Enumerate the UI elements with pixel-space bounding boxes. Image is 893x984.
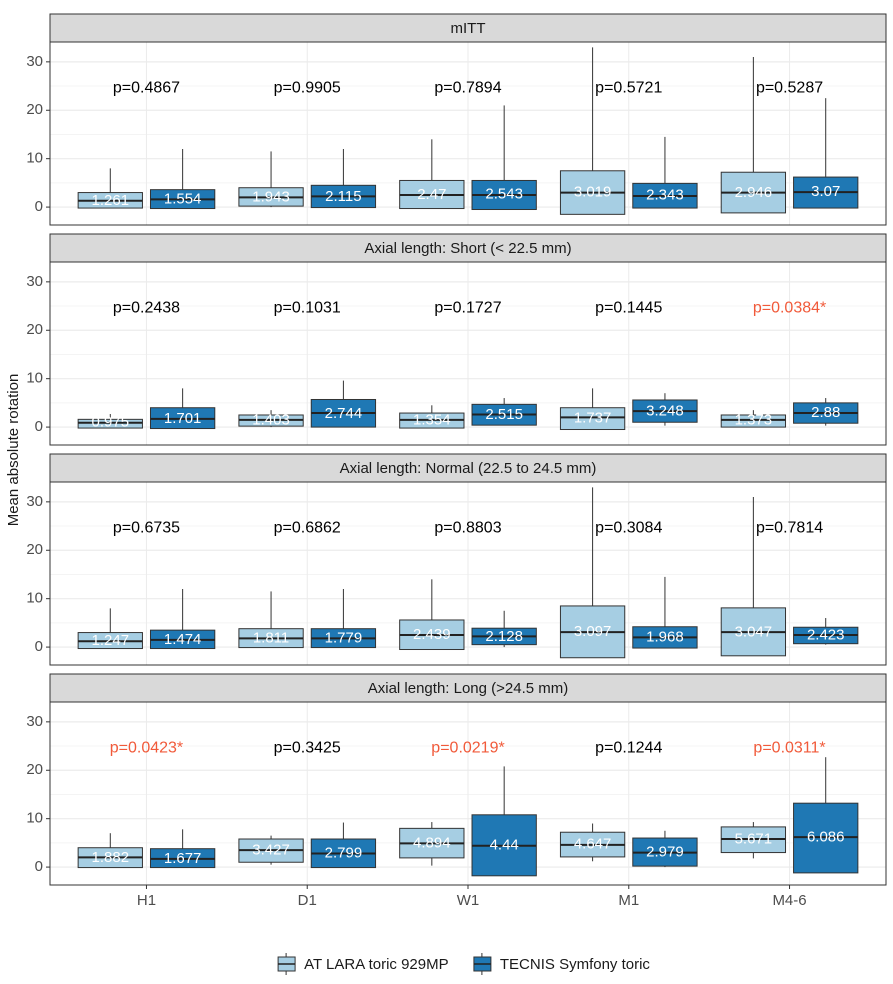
strip-title: Axial length: Short (< 22.5 mm) bbox=[364, 240, 571, 257]
legend-label: TECNIS Symfony toric bbox=[500, 956, 651, 973]
mean-label: 2.744 bbox=[325, 405, 363, 422]
p-value: p=0.7894 bbox=[434, 80, 501, 97]
y-tick-label: 10 bbox=[26, 370, 43, 387]
p-value: p=0.1244 bbox=[595, 740, 662, 757]
p-value: p=0.7814 bbox=[756, 520, 823, 537]
mean-label: 3.427 bbox=[252, 841, 290, 858]
p-value: p=0.3084 bbox=[595, 520, 662, 537]
y-tick-label: 0 bbox=[35, 638, 43, 655]
p-value: p=0.0423* bbox=[110, 740, 183, 757]
mean-label: 1.943 bbox=[252, 189, 290, 206]
box bbox=[720, 414, 787, 428]
mean-label: 1.474 bbox=[164, 631, 202, 648]
mean-label: 1.811 bbox=[253, 629, 289, 646]
p-value: p=0.5721 bbox=[595, 80, 662, 97]
y-tick-label: 10 bbox=[26, 810, 43, 827]
strip-title: Axial length: Normal (22.5 to 24.5 mm) bbox=[340, 460, 597, 477]
mean-label: 1.354 bbox=[413, 412, 451, 429]
mean-label: 1.261 bbox=[92, 192, 130, 209]
y-tick-label: 0 bbox=[35, 418, 43, 435]
box bbox=[559, 407, 626, 431]
x-tick-label: W1 bbox=[457, 892, 480, 909]
p-value: p=0.8803 bbox=[434, 520, 501, 537]
p-value: p=0.5287 bbox=[756, 80, 823, 97]
p-value: p=0.0384* bbox=[753, 300, 826, 317]
mean-label: 2.88 bbox=[811, 404, 840, 421]
strip bbox=[49, 13, 887, 43]
p-value: p=0.4867 bbox=[113, 80, 180, 97]
mean-label: 2.799 bbox=[325, 845, 363, 862]
mean-label: 5.671 bbox=[735, 831, 773, 848]
x-tick-label: H1 bbox=[137, 892, 156, 909]
y-tick-label: 30 bbox=[26, 53, 43, 70]
p-value: p=0.1445 bbox=[595, 300, 662, 317]
mean-label: 3.07 bbox=[811, 183, 840, 200]
mean-label: 6.086 bbox=[807, 829, 845, 846]
y-tick-label: 30 bbox=[26, 713, 43, 730]
strip bbox=[49, 453, 887, 483]
mean-label: 1.554 bbox=[164, 191, 202, 208]
y-tick-label: 20 bbox=[26, 101, 43, 118]
y-axis-label: Mean absolute rotation bbox=[5, 374, 22, 527]
mean-label: 3.019 bbox=[574, 183, 612, 200]
strip bbox=[49, 673, 887, 703]
mean-label: 2.946 bbox=[735, 184, 773, 201]
x-tick-label: M1 bbox=[618, 892, 639, 909]
y-tick-label: 30 bbox=[26, 273, 43, 290]
mean-label: 2.47 bbox=[417, 186, 446, 203]
y-tick-label: 0 bbox=[35, 858, 43, 875]
mean-label: 1.737 bbox=[574, 410, 612, 427]
y-tick-label: 30 bbox=[26, 493, 43, 510]
strip-title: Axial length: Long (>24.5 mm) bbox=[368, 680, 569, 697]
mean-label: 3.097 bbox=[574, 623, 612, 640]
mean-label: 1.701 bbox=[164, 410, 202, 427]
panel-border bbox=[49, 41, 887, 226]
mean-label: 1.247 bbox=[92, 632, 130, 649]
mean-label: 4.894 bbox=[413, 834, 451, 851]
y-tick-label: 20 bbox=[26, 321, 43, 338]
mean-label: 1.677 bbox=[164, 850, 202, 867]
mean-label: 2.128 bbox=[485, 628, 523, 645]
p-value: p=0.0219* bbox=[431, 740, 504, 757]
mean-label: 4.647 bbox=[574, 836, 612, 853]
mean-label: 2.423 bbox=[807, 626, 845, 643]
mean-label: 1.373 bbox=[735, 411, 773, 428]
mean-label: 0.975 bbox=[92, 413, 130, 430]
panel-border bbox=[49, 261, 887, 446]
y-tick-label: 10 bbox=[26, 590, 43, 607]
panel-border bbox=[49, 481, 887, 666]
p-value: p=0.6862 bbox=[274, 520, 341, 537]
mean-label: 2.115 bbox=[325, 188, 361, 205]
p-value: p=0.3425 bbox=[274, 740, 341, 757]
mean-label: 2.343 bbox=[646, 187, 684, 204]
mean-label: 1.779 bbox=[325, 629, 363, 646]
mean-label: 4.44 bbox=[490, 837, 519, 854]
p-value: p=0.1031 bbox=[274, 300, 341, 317]
mean-label: 1.403 bbox=[252, 411, 290, 428]
p-value: p=0.1727 bbox=[434, 300, 501, 317]
mean-label: 3.248 bbox=[646, 402, 684, 419]
y-tick-label: 10 bbox=[26, 150, 43, 167]
strip bbox=[49, 233, 887, 263]
mean-label: 1.882 bbox=[92, 849, 130, 866]
y-tick-label: 20 bbox=[26, 761, 43, 778]
p-value: p=0.9905 bbox=[274, 80, 341, 97]
strip-title: mITT bbox=[451, 20, 486, 37]
p-value: p=0.0311* bbox=[753, 740, 825, 757]
mean-label: 2.515 bbox=[485, 406, 523, 423]
mean-label: 2.979 bbox=[646, 844, 684, 861]
y-tick-label: 0 bbox=[35, 198, 43, 215]
p-value: p=0.6735 bbox=[113, 520, 180, 537]
mean-label: 2.543 bbox=[485, 186, 523, 203]
legend-label: AT LARA toric 929MP bbox=[304, 956, 449, 973]
y-tick-label: 20 bbox=[26, 541, 43, 558]
mean-label: 1.968 bbox=[646, 629, 684, 646]
x-tick-label: D1 bbox=[298, 892, 317, 909]
mean-label: 3.047 bbox=[735, 623, 773, 640]
mean-label: 2.439 bbox=[413, 626, 451, 643]
x-tick-label: M4-6 bbox=[772, 892, 806, 909]
p-value: p=0.2438 bbox=[113, 300, 180, 317]
